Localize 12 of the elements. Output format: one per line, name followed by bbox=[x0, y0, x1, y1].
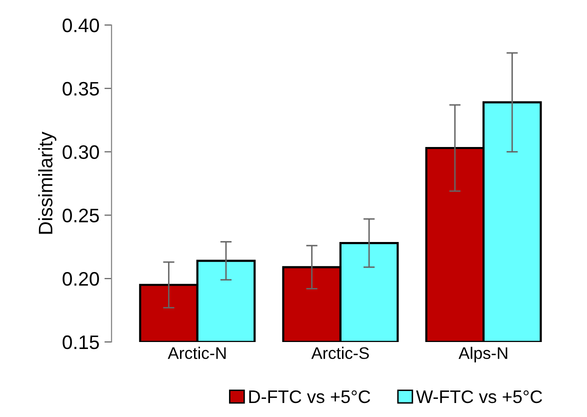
y-tick-label: 0.30 bbox=[62, 145, 99, 160]
x-tick-label: Arctic-S bbox=[311, 346, 369, 360]
y-tick-label: 0.20 bbox=[62, 272, 99, 286]
x-tick-label: Arctic-N bbox=[168, 346, 226, 360]
y-tick-label: 0.25 bbox=[62, 208, 99, 222]
x-tick-label: Alps-N bbox=[458, 346, 508, 362]
legend-label: W-FTC vs +5°C bbox=[416, 390, 542, 404]
legend-label: D-FTC vs +5°C bbox=[249, 390, 370, 404]
y-tick-label: 0.40 bbox=[62, 18, 99, 32]
y-axis-title: Dissimilarity bbox=[38, 132, 56, 234]
y-tick-label: 0.35 bbox=[62, 82, 99, 96]
y-tick-label: 0.15 bbox=[62, 335, 99, 350]
